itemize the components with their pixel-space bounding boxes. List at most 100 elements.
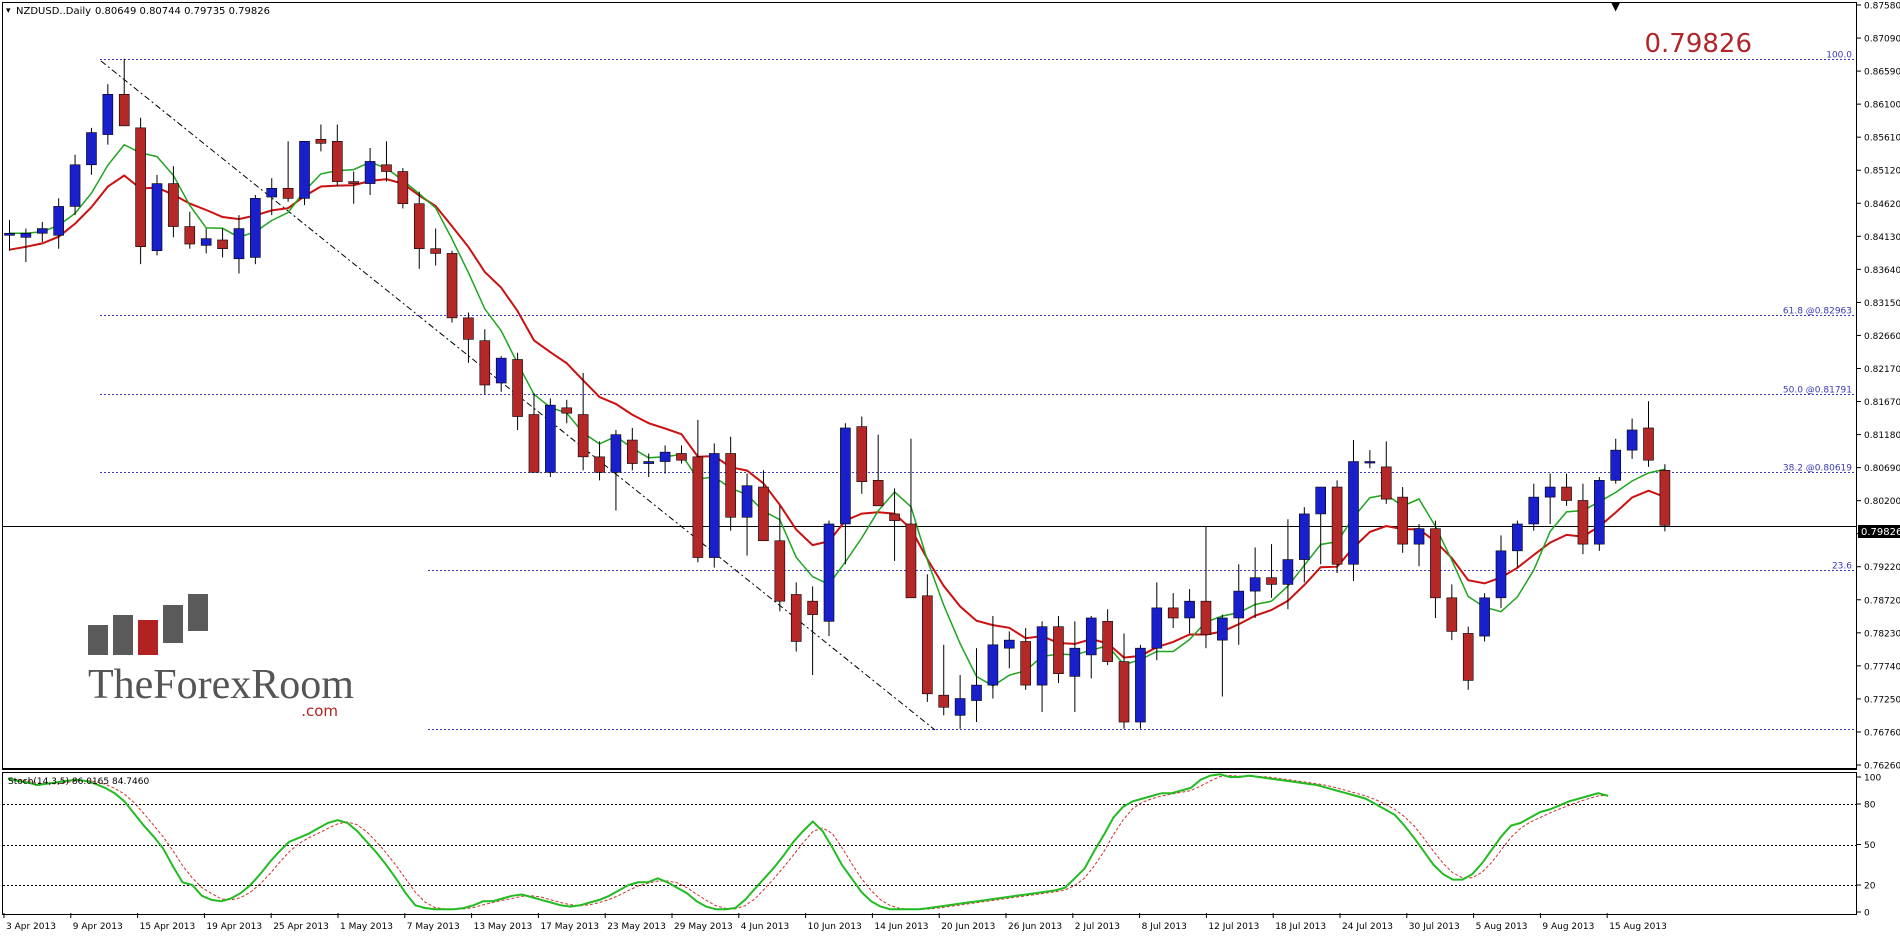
date-tick-label: 2 Jul 2013 xyxy=(1075,922,1120,932)
candle-body xyxy=(774,540,786,602)
ohlc-readout: 0.80649 0.80744 0.79735 0.79826 xyxy=(95,6,270,17)
candle-body xyxy=(1594,480,1605,545)
candle-body xyxy=(1528,496,1540,525)
current-price-tag-box xyxy=(1858,525,1900,538)
stoch-main-line xyxy=(7,773,1609,911)
candle-body xyxy=(1315,486,1326,515)
date-tick-label: 13 May 2013 xyxy=(474,922,533,932)
candle-body xyxy=(1446,597,1458,632)
candle-body xyxy=(1167,607,1179,619)
candle-body xyxy=(692,456,704,558)
candle-body xyxy=(1299,513,1310,560)
candle-body xyxy=(1003,639,1015,649)
date-tick-label: 15 Aug 2013 xyxy=(1609,922,1667,932)
date-tick-label: 8 Jul 2013 xyxy=(1142,922,1187,932)
candle-body xyxy=(315,138,327,144)
logo-bar-3 xyxy=(138,620,158,655)
candle-body xyxy=(151,183,163,252)
symbol-menu-icon[interactable]: ▾ xyxy=(6,6,11,16)
candle-body xyxy=(299,140,310,199)
candle-body xyxy=(1036,626,1048,686)
candle-body xyxy=(135,127,146,247)
price-tick-label: 0.77740 xyxy=(1864,662,1900,672)
date-tick-label: 19 Apr 2013 xyxy=(206,922,262,932)
candle-body xyxy=(1479,597,1490,637)
price-tick-label: 0.77250 xyxy=(1864,695,1900,705)
price-tick-label: 0.79220 xyxy=(1864,563,1900,573)
candle-body xyxy=(200,238,212,246)
stoch-tick-label: 50 xyxy=(1864,841,1876,851)
candle-body xyxy=(331,140,343,182)
candle-body xyxy=(1118,661,1130,723)
fib-level-label: 23.6 xyxy=(1832,562,1852,572)
candle-body xyxy=(1233,590,1245,619)
candle-body xyxy=(758,486,769,542)
candle-body xyxy=(1085,617,1097,656)
candle-body xyxy=(168,183,179,227)
candle-body xyxy=(479,340,491,386)
candle-body xyxy=(1200,600,1212,636)
candle-body xyxy=(577,414,589,458)
main-panel-frame xyxy=(2,2,1857,770)
candle-body xyxy=(1217,617,1228,641)
candle-body xyxy=(1266,577,1277,585)
date-tick-label: 24 Jul 2013 xyxy=(1342,922,1393,932)
date-tick-label: 14 Jun 2013 xyxy=(874,922,928,932)
candle-body xyxy=(528,414,540,473)
candle-body xyxy=(659,451,671,462)
candle-body xyxy=(1544,486,1556,498)
stoch-tick-label: 100 xyxy=(1864,774,1881,784)
date-tick-label: 18 Jul 2013 xyxy=(1275,922,1326,932)
candle-body xyxy=(233,228,245,260)
candle-body xyxy=(102,93,114,135)
shift-marker-icon[interactable]: ▼ xyxy=(1611,0,1621,13)
stoch-tick-label: 0 xyxy=(1864,909,1870,919)
candle-body xyxy=(1643,427,1654,461)
candle-body xyxy=(1561,486,1572,501)
candle-body xyxy=(1331,486,1343,565)
date-tick-label: 12 Jul 2013 xyxy=(1208,922,1259,932)
candle-body xyxy=(872,480,884,507)
candle-body xyxy=(36,228,48,234)
candle-body xyxy=(1020,641,1031,686)
current-price-tag: 0.79826 xyxy=(1861,527,1900,538)
price-tick-label: 0.84620 xyxy=(1864,200,1900,210)
price-tick-label: 0.76760 xyxy=(1864,728,1900,738)
candle-body xyxy=(217,239,228,250)
date-tick-label: 9 Aug 2013 xyxy=(1542,922,1594,932)
fibonacci-levels: 100.0 61.8 @0.82963 50.0 @0.81791 38.2 @0.8… xyxy=(3,51,1856,730)
candle-body xyxy=(266,187,278,198)
date-tick-label: 10 Jun 2013 xyxy=(808,922,862,932)
price-tick-label: 0.83150 xyxy=(1864,299,1900,309)
price-tick-label: 0.80690 xyxy=(1864,464,1900,474)
candle-body xyxy=(823,523,835,622)
candle-body xyxy=(1380,466,1392,500)
candle-body xyxy=(1135,647,1146,723)
candle-body xyxy=(1249,577,1261,592)
price-tick-label: 0.87090 xyxy=(1864,35,1900,45)
candle-body xyxy=(790,594,802,642)
candle-body xyxy=(1348,461,1359,565)
candle-body xyxy=(1184,600,1195,619)
price-tick-label: 0.78230 xyxy=(1864,629,1900,639)
candle-body xyxy=(676,453,687,461)
candle-body xyxy=(20,232,32,238)
price-tick-label: 0.86100 xyxy=(1864,101,1900,111)
price-tick-label: 0.80200 xyxy=(1864,497,1900,507)
stoch-tick-label: 20 xyxy=(1864,882,1876,892)
candle-body xyxy=(1610,449,1622,481)
candle-body xyxy=(971,684,982,701)
candle-body xyxy=(430,248,441,254)
candle-body xyxy=(1102,621,1113,662)
date-tick-label: 23 May 2013 xyxy=(607,922,666,932)
candle-body xyxy=(1495,550,1507,599)
price-tick-label: 0.81670 xyxy=(1864,398,1900,408)
candle-body xyxy=(807,600,818,615)
logo-text: TheForexRoom xyxy=(88,662,354,708)
price-tick-label: 0.86590 xyxy=(1864,68,1900,78)
fib-level-label: 61.8 @0.82963 xyxy=(1783,307,1852,317)
date-tick-label: 17 May 2013 xyxy=(540,922,599,932)
date-tick-label: 25 Apr 2013 xyxy=(273,922,329,932)
candle-body xyxy=(1151,607,1163,649)
candlesticks xyxy=(4,58,1671,729)
